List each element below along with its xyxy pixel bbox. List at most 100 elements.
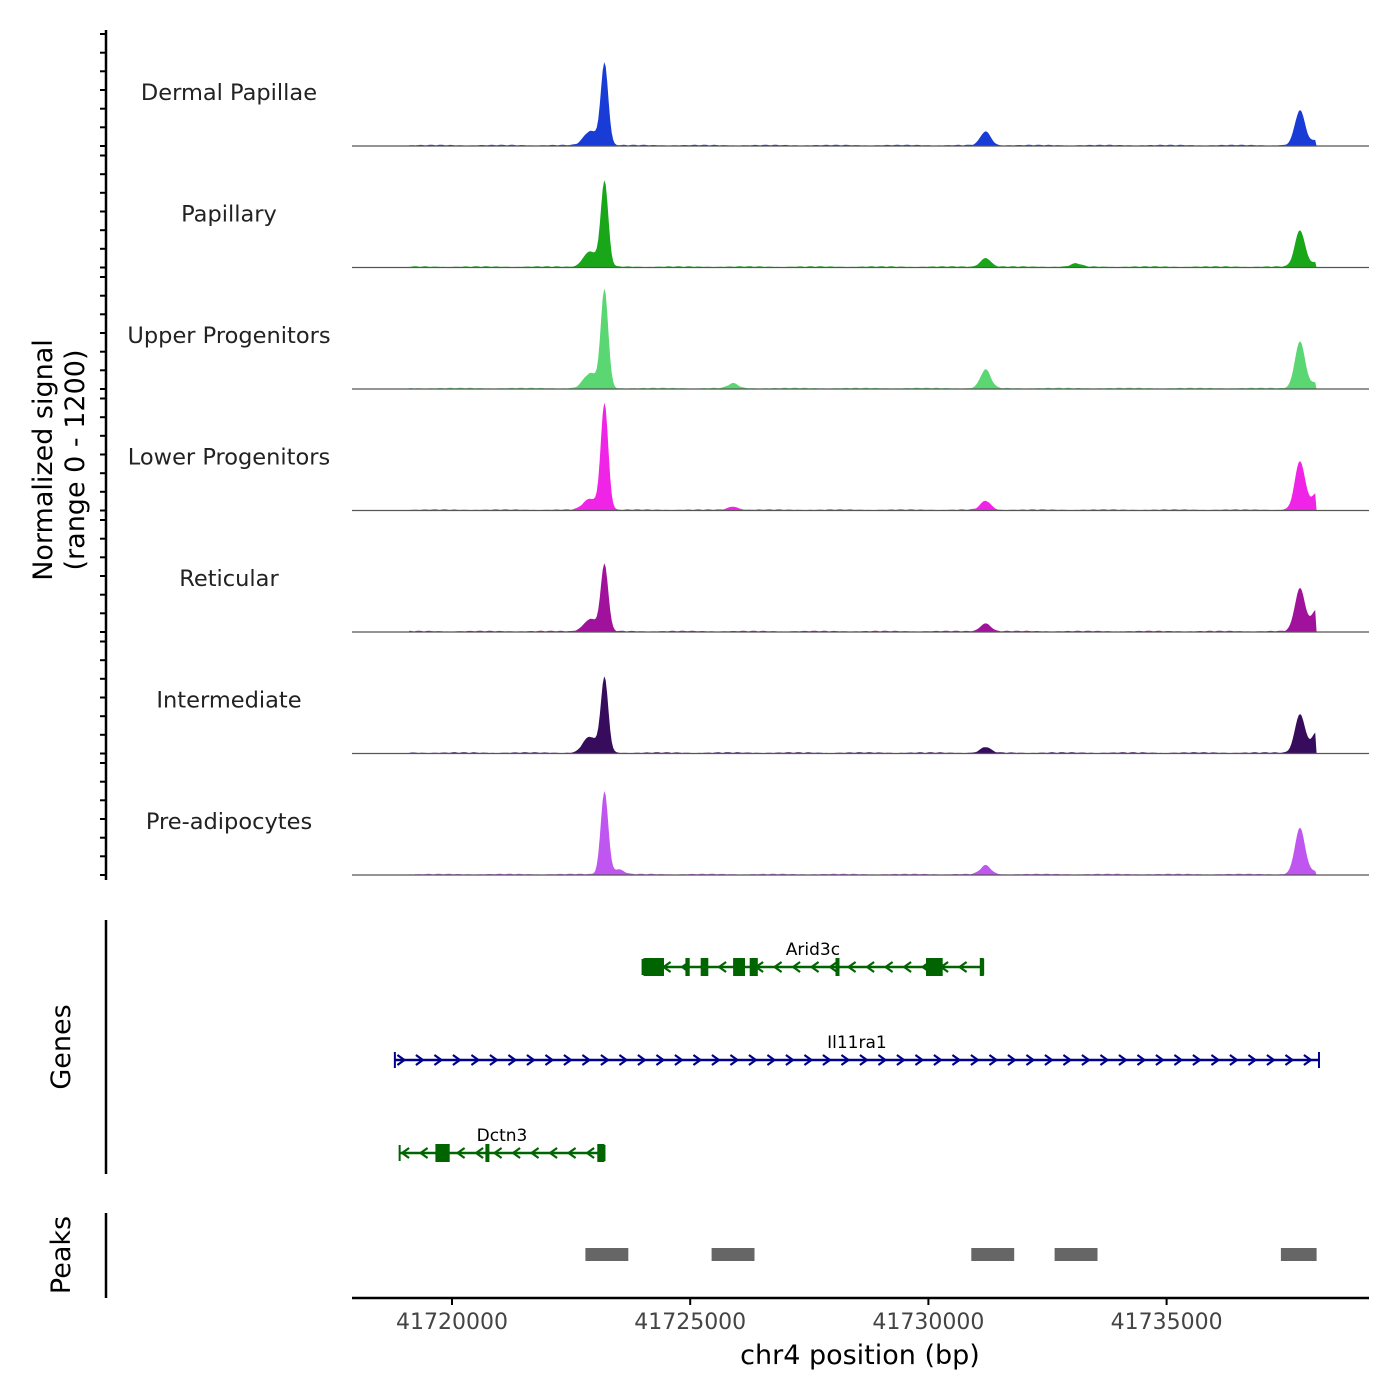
strand-arrow <box>544 1054 555 1066</box>
strand-arrow <box>803 1054 814 1066</box>
x-tick-label: 41720000 <box>396 1310 508 1335</box>
strand-arrow <box>585 1147 595 1159</box>
strand-arrow <box>729 1054 740 1066</box>
coverage-y-ticks <box>100 33 106 876</box>
strand-arrow <box>400 1147 410 1159</box>
peak-region <box>1280 1248 1317 1261</box>
coverage-area <box>409 288 1317 389</box>
y-axis-title-line1: Normalized signal <box>28 339 59 581</box>
strand-arrow <box>1192 1054 1202 1066</box>
gene-exon <box>926 958 943 976</box>
strand-arrow <box>846 961 857 973</box>
strand-arrow <box>902 961 912 973</box>
strand-arrow <box>470 1054 481 1066</box>
track-label: Intermediate <box>156 688 301 714</box>
strand-arrow <box>1062 1054 1073 1066</box>
strand-arrow <box>957 961 968 973</box>
strand-arrow <box>785 1054 795 1066</box>
strand-arrow <box>791 961 801 973</box>
strand-arrow <box>396 1054 407 1066</box>
strand-arrow <box>717 961 727 973</box>
strand-arrow <box>566 1147 577 1159</box>
strand-arrow <box>951 1054 962 1066</box>
strand-arrow <box>748 1054 758 1066</box>
strand-arrow <box>883 961 894 973</box>
strand-arrow <box>418 1147 429 1159</box>
strand-arrow <box>1025 1054 1036 1066</box>
x-axis-ticks: 41720000 41725000 41730000 41735000 <box>396 1298 1223 1335</box>
gene-track: Arid3c Il11ra1 Dctn3 <box>393 940 1320 1162</box>
strand-arrow <box>674 1054 684 1066</box>
strand-arrow <box>828 961 838 973</box>
track-label: Reticular <box>179 566 279 592</box>
gene-exon <box>979 958 984 976</box>
strand-arrow <box>970 1054 980 1066</box>
strand-arrow <box>692 1054 703 1066</box>
peak-region <box>711 1248 755 1261</box>
gene-exon <box>435 1144 450 1162</box>
strand-arrow <box>600 1054 610 1066</box>
coverage-tracks: Dermal Papillae Papillary Upper Progenitor… <box>127 62 1369 876</box>
gene-exon <box>749 958 758 976</box>
strand-arrow <box>415 1054 425 1066</box>
strand-arrow <box>988 1054 999 1066</box>
coverage-area <box>409 62 1317 146</box>
strand-arrow <box>1303 1054 1313 1066</box>
x-tick-label: 41725000 <box>634 1310 746 1335</box>
gene-label: Il11ra1 <box>827 1033 887 1053</box>
x-axis-title: chr4 position (bp) <box>740 1340 980 1371</box>
gene-exon <box>700 958 709 976</box>
strand-arrow <box>489 1054 499 1066</box>
gene-label: Dctn3 <box>477 1126 528 1146</box>
strand-arrow <box>655 1054 666 1066</box>
strand-arrow <box>859 1054 869 1066</box>
strand-arrow <box>1210 1054 1221 1066</box>
strand-arrow <box>1044 1054 1054 1066</box>
strand-arrow <box>914 1054 925 1066</box>
peak-region <box>1054 1248 1098 1261</box>
track-label: Pre-adipocytes <box>146 809 312 835</box>
gene-exon <box>485 1144 490 1162</box>
strand-arrow <box>526 1054 536 1066</box>
strand-arrow <box>822 1054 832 1066</box>
strand-arrow <box>1155 1054 1165 1066</box>
strand-arrow <box>637 1054 647 1066</box>
peak-track <box>585 1248 1317 1261</box>
strand-arrow <box>1118 1054 1128 1066</box>
strand-arrow <box>840 1054 851 1066</box>
track-label: Lower Progenitors <box>128 445 330 471</box>
strand-arrow <box>809 961 820 973</box>
peaks-panel-title: Peaks <box>46 1216 77 1294</box>
strand-arrow <box>711 1054 721 1066</box>
coverage-area <box>409 791 1317 875</box>
coverage-area <box>409 402 1317 511</box>
strand-arrow <box>772 961 783 973</box>
x-tick-label: 41730000 <box>872 1310 984 1335</box>
strand-arrow <box>1247 1054 1258 1066</box>
strand-arrow <box>1099 1054 1110 1066</box>
gene-exon <box>685 958 690 976</box>
strand-arrow <box>507 1054 518 1066</box>
peak-region <box>585 1248 629 1261</box>
strand-arrow <box>618 1054 629 1066</box>
strand-arrow <box>529 1147 540 1159</box>
strand-arrow <box>1007 1054 1017 1066</box>
strand-arrow <box>1266 1054 1276 1066</box>
gene-exon <box>643 958 664 976</box>
strand-arrow <box>877 1054 888 1066</box>
track-label: Papillary <box>181 202 277 228</box>
strand-arrow <box>548 1147 558 1159</box>
gene-exon <box>597 1144 605 1162</box>
strand-arrow <box>455 1147 466 1159</box>
strand-arrow <box>1081 1054 1091 1066</box>
strand-arrow <box>896 1054 906 1066</box>
strand-arrow <box>433 1054 444 1066</box>
strand-arrow <box>1136 1054 1147 1066</box>
strand-arrow <box>1229 1054 1239 1066</box>
peak-region <box>971 1248 1015 1261</box>
x-tick-label: 41735000 <box>1111 1310 1223 1335</box>
gene-label: Arid3c <box>786 940 840 960</box>
y-axis-title-line2: (range 0 - 1200) <box>60 350 91 571</box>
strand-arrow <box>933 1054 943 1066</box>
